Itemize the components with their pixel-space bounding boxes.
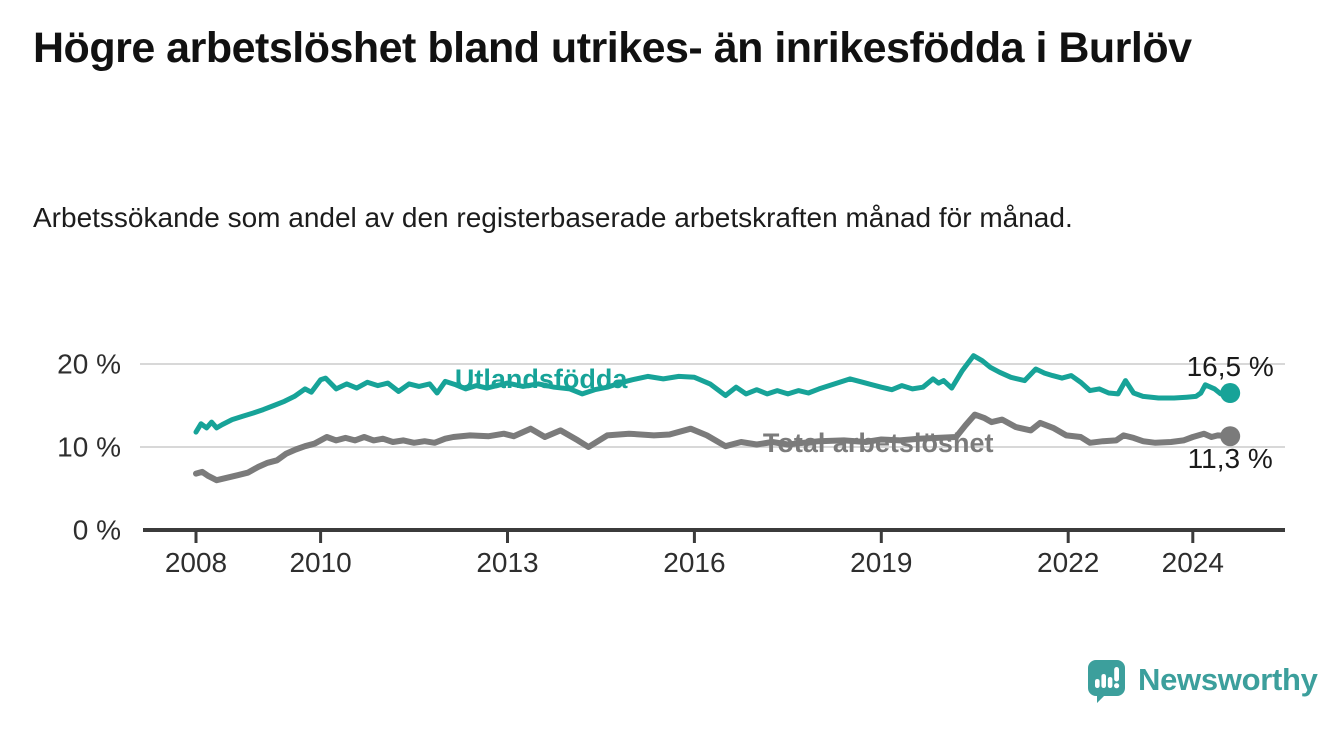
x-tick-label: 2010 [289,547,351,578]
x-tick-label: 2008 [165,547,227,578]
series-label-0: Utlandsfödda [455,364,628,394]
series-line-1 [193,411,1234,484]
line-chart-canvas: 0 % 10 % 20 % Utlandsfödda Total arbetslöshe… [57,349,1285,578]
series-line-0 [193,353,1233,435]
x-tick-label: 2024 [1162,547,1224,578]
x-tick-label: 2019 [850,547,912,578]
y-tick-label: 10 % [57,432,121,463]
newsworthy-logo: Newsworthy [1088,660,1318,708]
series-end-label-0: 16,5 % [1187,351,1274,382]
y-tick-label: 20 % [57,349,121,380]
y-tick-label: 0 % [73,515,121,546]
series-end-dot-1 [1220,426,1241,447]
x-tick-label: 2016 [663,547,725,578]
newsworthy-wordmark: Newsworthy [1138,662,1318,697]
x-tick-label: 2013 [476,547,538,578]
series-end-dot-0 [1220,383,1241,404]
page-title: Högre arbetslöshet bland utrikes- än inr… [33,24,1192,72]
chart-subtitle: Arbetssökande som andel av den registerb… [33,202,1073,233]
line-chart: 0 % 10 % 20 % Utlandsfödda Total arbetslöshe… [0,320,1340,612]
series-label-1: Total arbetslöshet [763,428,994,458]
x-tick-label: 2022 [1037,547,1099,578]
bar-chart-speech-bubble-icon [1088,660,1125,708]
series-end-label-1: 11,3 % [1188,443,1273,474]
